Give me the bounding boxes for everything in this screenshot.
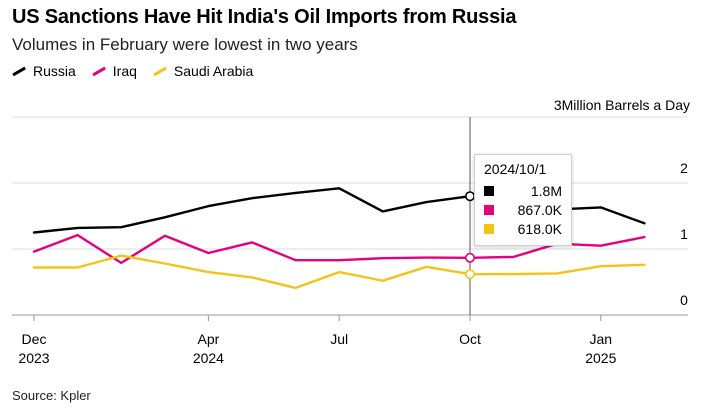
legend: Russia Iraq Saudi Arabia	[12, 63, 253, 79]
legend-label-russia: Russia	[33, 63, 76, 79]
tooltip-row-saudi-arabia: 618.0K	[484, 219, 562, 238]
x-tick-label-apr: Apr	[198, 331, 220, 347]
x-tick-label-dec: Dec	[22, 331, 47, 347]
x-tick-label-oct: Oct	[459, 331, 481, 347]
legend-item-russia[interactable]: Russia	[12, 63, 76, 79]
y-tick-label-2: 2	[680, 160, 688, 176]
series-line-saudi-arabia	[32, 254, 646, 290]
x-tick-label-jul: Jul	[330, 331, 348, 347]
x-tick-label-jan: Jan	[590, 331, 613, 347]
highlight-marker-iraq	[464, 252, 475, 263]
series-line-iraq	[32, 233, 646, 265]
hover-tooltip: 2024/10/1 1.8M 867.0K 618.0K	[474, 154, 572, 246]
x-year-label-2023: 2023	[18, 350, 49, 366]
tooltip-value-saudi-arabia: 618.0K	[517, 220, 562, 237]
x-year-label-2024: 2024	[193, 350, 224, 366]
legend-label-saudi-arabia: Saudi Arabia	[173, 63, 254, 79]
chart-subtitle: Volumes in February were lowest in two y…	[12, 35, 358, 54]
tooltip-row-iraq: 867.0K	[484, 200, 562, 219]
tooltip-swatch-iraq	[484, 204, 494, 215]
tooltip-value-russia: 1.8M	[530, 182, 562, 199]
tooltip-row-russia: 1.8M	[484, 181, 562, 200]
highlight-marker-saudi-arabia	[464, 269, 475, 280]
legend-label-iraq: Iraq	[112, 63, 137, 79]
y-tick-label-1: 1	[680, 226, 688, 242]
y-tick-label-0: 0	[680, 292, 688, 308]
y-axis-label: 3Million Barrels a Day	[554, 97, 690, 113]
tooltip-swatch-saudi-arabia	[484, 223, 494, 234]
tooltip-date: 2024/10/1	[484, 161, 547, 177]
x-year-label-2025: 2025	[585, 350, 616, 366]
tooltip-value-iraq: 867.0K	[517, 201, 562, 218]
chart-title: US Sanctions Have Hit India's Oil Import…	[12, 6, 517, 28]
source-note: Source: Kpler	[12, 388, 91, 403]
legend-item-iraq[interactable]: Iraq	[92, 63, 137, 79]
highlight-marker-russia	[464, 191, 475, 202]
legend-item-saudi-arabia[interactable]: Saudi Arabia	[153, 63, 253, 79]
tooltip-swatch-russia	[484, 185, 494, 196]
